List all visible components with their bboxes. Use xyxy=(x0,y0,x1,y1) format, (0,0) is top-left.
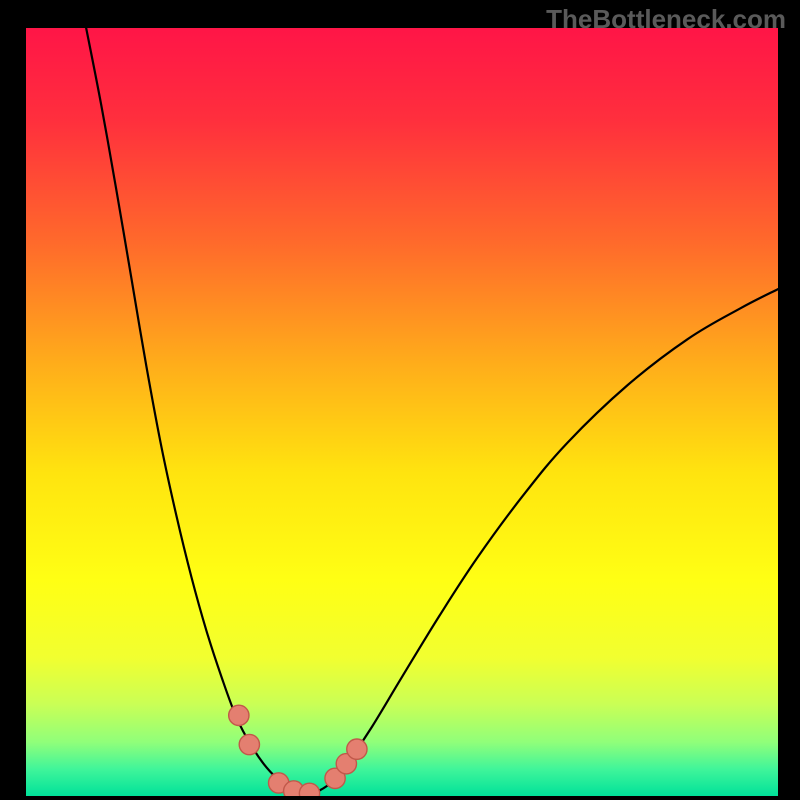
watermark-text: TheBottleneck.com xyxy=(546,4,786,35)
gradient-background xyxy=(26,28,778,796)
data-marker xyxy=(347,739,367,759)
plot-area xyxy=(26,28,778,796)
data-marker xyxy=(239,734,259,754)
data-marker xyxy=(229,705,249,725)
plot-svg xyxy=(26,28,778,796)
chart-root: TheBottleneck.com xyxy=(0,0,800,800)
